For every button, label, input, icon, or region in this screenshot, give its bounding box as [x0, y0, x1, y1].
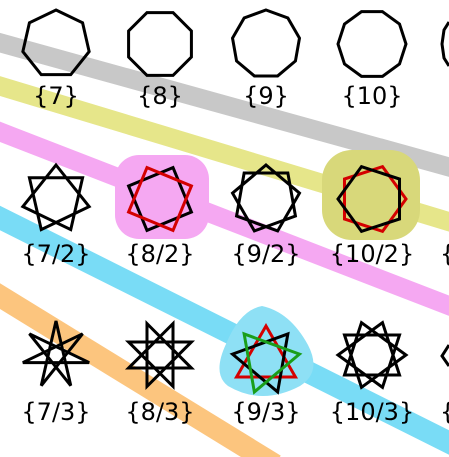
label-8-2: {8/2} — [125, 240, 194, 268]
band-cyan — [0, 205, 449, 455]
label-cut-row2: { — [440, 240, 449, 268]
compound-10-2-polygon-2 — [336, 164, 402, 234]
star-9-2 — [230, 163, 302, 233]
row-3-labels: {7/3} {8/3} {9/3} {10/3} { — [21, 398, 449, 426]
label-9-2: {9/2} — [231, 240, 300, 268]
cut-polygon-row1 — [440, 21, 449, 67]
label-8: {8} — [137, 82, 183, 110]
star-9-2-polygon-1 — [230, 163, 302, 233]
label-7: {7} — [33, 82, 79, 110]
label-10-2: {10/2} — [330, 240, 414, 268]
heptagon-7 — [21, 8, 91, 77]
heptagon-7-polygon-1 — [21, 8, 91, 77]
diagonal-bands — [0, 32, 449, 457]
octagon-8 — [127, 11, 193, 77]
row-1-labels: {7} {8} {9} {10} — [33, 82, 402, 110]
compound-9-3 — [229, 322, 303, 395]
compound-9-3-polygon-1 — [233, 322, 299, 379]
star-7-3 — [22, 320, 90, 387]
highlight-blobs — [115, 150, 420, 396]
highlight-olive — [322, 150, 420, 240]
label-10: {10} — [341, 82, 402, 110]
star-7-2 — [20, 162, 92, 232]
label-9: {9} — [243, 82, 289, 110]
nonagon-9-polygon-1 — [230, 8, 302, 78]
star-7-3-polygon-1 — [22, 320, 90, 387]
compound-9-3-polygon-2 — [229, 331, 290, 395]
band-pink — [0, 121, 449, 316]
decagon-10-polygon-1 — [336, 10, 408, 78]
label-cut-row3: { — [440, 398, 449, 426]
nonagon-9 — [230, 8, 302, 78]
compound-10-2-polygon-1 — [342, 164, 408, 234]
row-2-labels: {7/2} {8/2} {9/2} {10/2} { — [21, 240, 449, 268]
label-8-3: {8/3} — [125, 398, 194, 426]
star-8-3-polygon-1 — [124, 319, 196, 391]
label-7-3: {7/3} — [21, 398, 90, 426]
star-10-3-polygon-1 — [335, 320, 409, 390]
cut-star-row3 — [440, 344, 449, 367]
compound-9-3-polygon-3 — [242, 331, 303, 395]
compound-10-2 — [336, 164, 408, 234]
star-8-3 — [124, 319, 196, 391]
band-gray — [0, 32, 449, 177]
cut-figures — [440, 21, 449, 367]
compound-8-2 — [126, 165, 194, 233]
highlight-pink — [115, 155, 209, 239]
star-7-2-polygon-1 — [20, 162, 92, 232]
label-10-3: {10/3} — [330, 398, 414, 426]
label-7-2: {7/2} — [21, 240, 90, 268]
compound-8-2-polygon-2 — [126, 165, 194, 233]
octagon-8-polygon-1 — [127, 11, 193, 77]
polygon-figures — [20, 8, 409, 395]
band-orange — [0, 283, 281, 457]
decagon-10 — [336, 10, 408, 78]
star-10-3 — [335, 320, 409, 390]
label-9-3: {9/3} — [231, 398, 300, 426]
highlight-cyan — [219, 306, 314, 396]
